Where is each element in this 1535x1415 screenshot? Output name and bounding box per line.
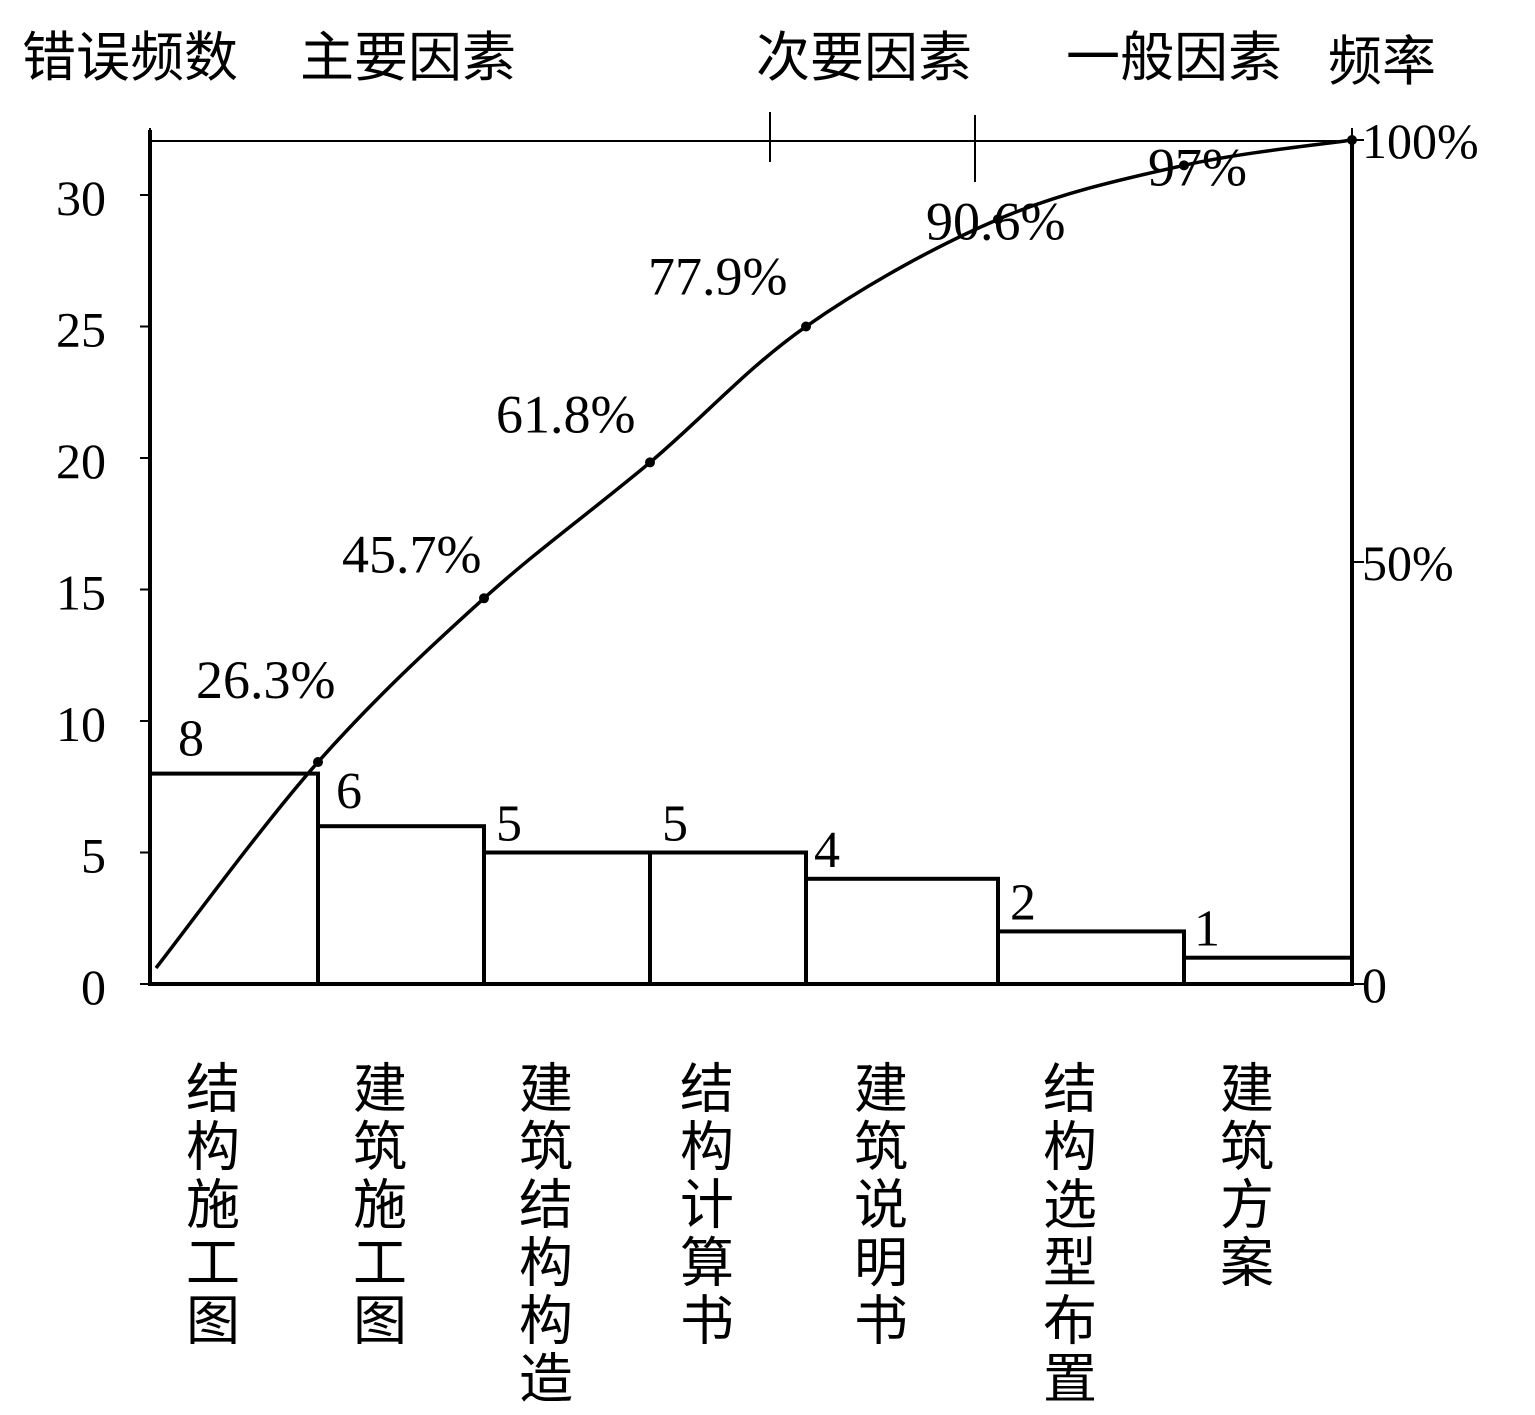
cumulative-points	[313, 135, 1357, 768]
cumulative-label: 90.6%	[926, 191, 1065, 251]
left-tick-label: 20	[56, 433, 106, 489]
cumulative-label: 45.7%	[342, 524, 481, 584]
category-label: 结构施工图	[177, 1060, 240, 1350]
bar-value-label: 2	[1010, 874, 1036, 931]
left-tick-label: 10	[56, 696, 106, 752]
bar-group	[148, 771, 1354, 987]
bar-value-label: 5	[662, 796, 688, 853]
zone-label-general: 一般因素	[1066, 26, 1282, 89]
right-tick-label: 50%	[1362, 535, 1454, 591]
right-tick-label: 100%	[1362, 113, 1479, 169]
left-tick-group: 0 5 10 15 20 25 30	[56, 170, 150, 1015]
category-label: 建筑结构构造	[510, 1060, 573, 1408]
bar-value-label: 6	[336, 763, 362, 820]
zone-label-secondary: 次要因素	[756, 26, 972, 89]
cumulative-labels: 26.3% 45.7% 61.8% 77.9% 90.6% 97%	[196, 137, 1247, 710]
cumulative-point	[645, 457, 655, 468]
right-tick-label: 0	[1362, 957, 1387, 1013]
cumulative-label: 26.3%	[196, 650, 335, 710]
category-label: 结构计算书	[671, 1060, 734, 1350]
cumulative-label: 97%	[1148, 137, 1247, 197]
bar	[482, 850, 652, 986]
bar-value-label: 5	[496, 796, 522, 853]
bar	[648, 850, 808, 986]
bar	[996, 929, 1186, 987]
category-label: 建筑方案	[1211, 1060, 1274, 1292]
bar	[316, 824, 486, 987]
cumulative-point	[313, 757, 323, 768]
cumulative-label: 77.9%	[648, 247, 787, 307]
category-label: 建筑说明书	[845, 1060, 908, 1350]
bar	[148, 771, 320, 986]
left-tick-label: 15	[56, 565, 106, 621]
right-tick-group: 0 50% 100%	[1352, 113, 1479, 1013]
bar	[804, 876, 1000, 986]
cumulative-point	[801, 321, 811, 332]
bar	[1182, 955, 1354, 987]
bar-value-label: 1	[1194, 901, 1220, 958]
right-axis-title: 频率	[1328, 30, 1436, 93]
zone-label-major: 主要因素	[300, 26, 516, 89]
left-tick-label: 0	[81, 959, 106, 1015]
category-label: 结构选型布置	[1034, 1060, 1097, 1408]
cumulative-point	[1347, 135, 1357, 145]
category-label: 建筑施工图	[344, 1060, 407, 1350]
left-tick-label: 30	[56, 170, 106, 226]
cumulative-label: 61.8%	[496, 384, 635, 444]
bar-value-labels: 8 6 5 5 4 2 1	[178, 711, 1220, 958]
left-tick-label: 25	[56, 302, 106, 358]
bar-value-label: 8	[178, 711, 204, 768]
left-tick-label: 5	[81, 828, 106, 884]
cumulative-point	[479, 593, 489, 604]
cumulative-point	[1179, 160, 1189, 171]
bar-value-label: 4	[814, 822, 840, 879]
left-axis-title: 错误频数	[22, 26, 238, 89]
category-labels: 结构施工图 建筑施工图 建筑结构构造 结构计算书 建筑说明书 结构选型布置 建筑方案	[177, 1060, 1274, 1408]
cumulative-point	[993, 214, 1003, 225]
